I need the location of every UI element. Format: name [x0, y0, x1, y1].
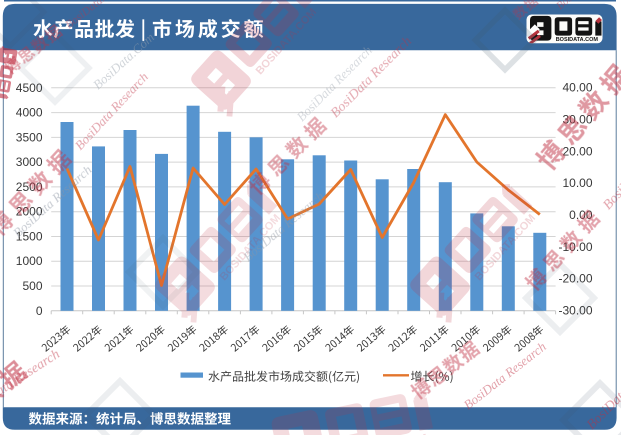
svg-text:3000: 3000 — [16, 155, 43, 169]
svg-text:4500: 4500 — [16, 81, 43, 95]
svg-text:-30.00: -30.00 — [558, 304, 592, 318]
svg-text:BosiData Research: BosiData Research — [600, 123, 621, 213]
svg-text:0: 0 — [36, 304, 43, 318]
svg-text:1500: 1500 — [16, 230, 43, 244]
svg-text:40.00: 40.00 — [562, 81, 592, 95]
svg-text:-20.00: -20.00 — [558, 272, 592, 286]
svg-text:3500: 3500 — [16, 130, 43, 144]
svg-text:500: 500 — [22, 279, 42, 293]
svg-text:20.00: 20.00 — [562, 144, 592, 158]
svg-text:4000: 4000 — [16, 106, 43, 120]
svg-text:10.00: 10.00 — [562, 176, 592, 190]
svg-text:1000: 1000 — [16, 254, 43, 268]
